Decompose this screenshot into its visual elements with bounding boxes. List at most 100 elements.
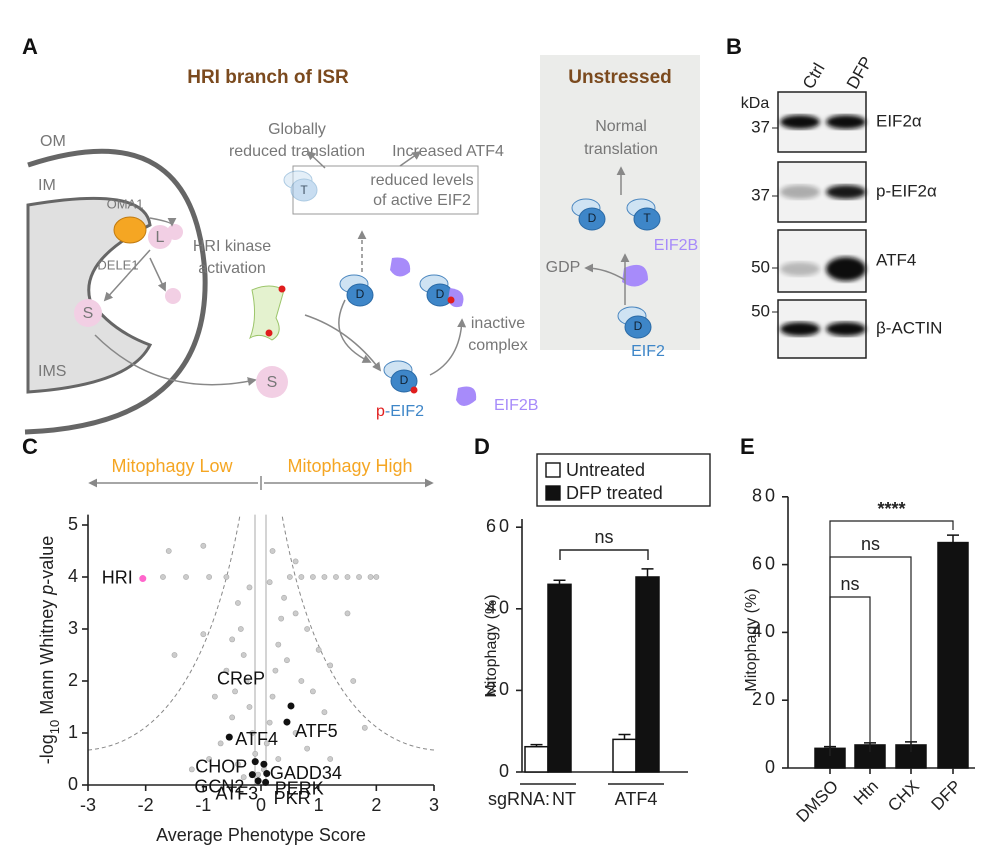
- x-tick-label: DMSO: [793, 777, 842, 826]
- error-bar: [530, 743, 543, 747]
- state-label: D: [588, 211, 597, 225]
- reduced-label: of active EIF2: [373, 192, 471, 209]
- normal-label: translation: [584, 141, 658, 158]
- point: [272, 667, 279, 674]
- y-tick-label: 80: [752, 486, 778, 506]
- state-label: T: [643, 211, 651, 225]
- point: [298, 574, 305, 580]
- point: [243, 678, 250, 684]
- point-label: HRI: [102, 567, 133, 587]
- point: [223, 667, 230, 674]
- point: [327, 756, 334, 762]
- kinase-label: activation: [198, 260, 266, 277]
- point: [275, 756, 282, 762]
- eif2-label: EIF2: [631, 343, 665, 360]
- arrow: [399, 150, 422, 167]
- point-label: CReP: [217, 669, 265, 689]
- y-label-part: Mann Whitney: [37, 595, 57, 720]
- point-label: ATF3: [215, 784, 258, 804]
- point: [246, 584, 253, 591]
- point: [263, 740, 270, 747]
- point: [361, 724, 368, 731]
- significance-label: ****: [877, 499, 905, 519]
- point: [252, 750, 259, 757]
- point: [223, 574, 230, 580]
- point: [304, 745, 311, 752]
- point: [240, 652, 247, 658]
- marker-label: 50: [751, 257, 770, 276]
- legend-box: [536, 453, 711, 507]
- ribosome: [626, 198, 661, 231]
- x-tick-label: 2: [371, 795, 381, 815]
- point: [254, 777, 262, 785]
- legend-label: Untreated: [566, 460, 645, 480]
- error-bar: [618, 733, 631, 740]
- point-label: PKR: [274, 788, 311, 808]
- point: [269, 548, 276, 554]
- ribosome: [283, 170, 318, 202]
- bar: [635, 576, 660, 773]
- ribosome: [383, 360, 418, 393]
- arrow: [149, 257, 167, 292]
- point: [356, 574, 362, 580]
- point: [229, 714, 236, 721]
- point: [315, 646, 322, 653]
- dele1-long: [167, 224, 183, 240]
- point: [298, 678, 305, 684]
- point: [206, 756, 212, 762]
- fragment: [165, 288, 181, 304]
- dele1-long: [148, 225, 172, 249]
- point: [344, 574, 351, 580]
- outer-membrane: [24, 148, 208, 435]
- protein-label: β-ACTIN: [876, 318, 942, 337]
- kinase-label: HRI kinase: [193, 238, 271, 255]
- arrow: [103, 249, 151, 302]
- point: [235, 761, 241, 768]
- panel-label: E: [740, 434, 755, 459]
- unit-label: kDa: [741, 95, 770, 112]
- peif2-label: p-EIF2: [376, 403, 424, 420]
- arrow: [94, 334, 257, 386]
- point: [237, 626, 244, 632]
- eif2b: [456, 386, 477, 406]
- point: [229, 636, 236, 643]
- point: [286, 574, 293, 580]
- x-axis-label: Average Phenotype Score: [156, 825, 366, 845]
- annotation: Mitophagy Low: [111, 456, 233, 476]
- point-label: GADD34: [270, 763, 342, 783]
- y-label-part: p: [37, 585, 57, 596]
- threshold-curve: [87, 514, 241, 751]
- x-tick-label: -1: [195, 795, 211, 815]
- y-label-part: 10: [47, 720, 62, 734]
- point: [266, 719, 273, 726]
- point: [333, 574, 339, 580]
- ribosome: [419, 274, 454, 307]
- point: [292, 730, 299, 736]
- x-tick-label: 1: [314, 795, 324, 815]
- protein-label: ATF4: [876, 250, 916, 269]
- arrow: [429, 318, 467, 376]
- significance-bracket: [829, 596, 871, 756]
- gdp-label: GDP: [546, 259, 581, 276]
- significance-label: ns: [840, 574, 859, 594]
- panel-label: B: [726, 34, 742, 59]
- y-axis-label: Mitophagy (%): [743, 588, 760, 691]
- x-tick-label: DFP: [928, 777, 965, 814]
- point-label: ATF5: [295, 721, 338, 741]
- point: [262, 778, 270, 786]
- error-bar: [641, 568, 654, 577]
- ribosome: [339, 274, 374, 307]
- band: [780, 322, 820, 336]
- outcome-label: Globally: [268, 121, 326, 138]
- lane-label: DFP: [843, 53, 876, 92]
- point: [278, 615, 285, 622]
- band: [780, 115, 820, 129]
- point: [321, 709, 328, 716]
- significance-label: ns: [861, 534, 880, 554]
- y-tick-label: 0: [765, 757, 778, 777]
- inactive-label: complex: [468, 337, 528, 354]
- state-label: T: [300, 183, 308, 197]
- arrow: [304, 314, 382, 372]
- point: [206, 574, 212, 580]
